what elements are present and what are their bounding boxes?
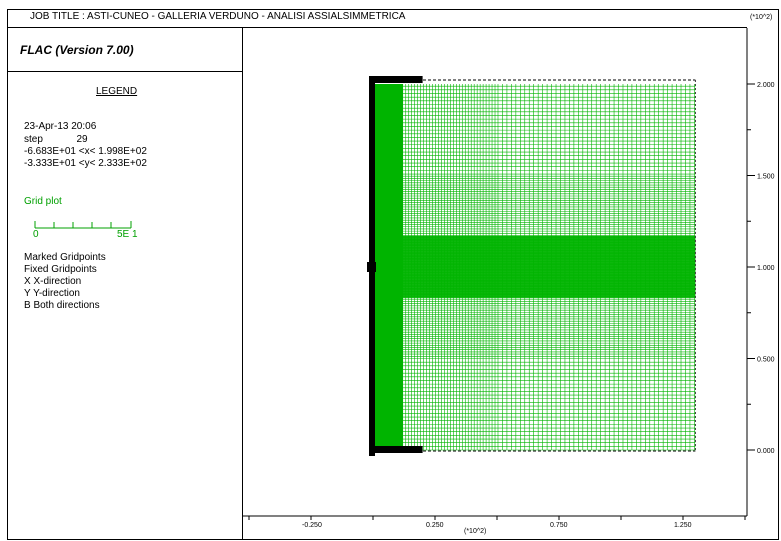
axis-marker	[367, 262, 376, 272]
dense-band	[373, 235, 696, 299]
y-tick-label: 1.000	[757, 265, 775, 272]
x-tick-label: 1.250	[674, 522, 692, 529]
title-bar	[7, 9, 747, 28]
legend-x-direction: X X-direction	[24, 276, 82, 287]
y-tick-label: 2.000	[757, 82, 775, 89]
legend-both-directions: B Both directions	[24, 300, 100, 311]
y-tick-label: 0.500	[757, 357, 775, 364]
y-axis: 2.000 1.500 1.000 0.500 0.000	[746, 28, 775, 516]
x-tick-label: 0.750	[550, 522, 568, 529]
legend-items: Marked Gridpoints Fixed Gridpoints X X-d…	[24, 252, 106, 312]
top-boundary	[373, 76, 423, 83]
legend-panel	[7, 28, 243, 540]
y-range: -3.333E+01 <y< 2.333E+02	[24, 158, 147, 169]
legend-fixed: Fixed Gridpoints	[24, 264, 97, 275]
flac-grid	[367, 76, 696, 456]
scale-end: 5E 1	[117, 229, 138, 240]
y-axis-exponent: (*10^2)	[750, 14, 773, 21]
x-tick-label: 0.250	[426, 522, 444, 529]
scale-bar	[34, 221, 132, 229]
x-axis-exponent: (*10^2)	[464, 528, 486, 535]
step-label: step	[24, 134, 43, 145]
dense-strip	[373, 84, 403, 450]
grid-plot-label: Grid plot	[24, 196, 62, 207]
x-range: -6.683E+01 <x< 1.998E+02	[24, 146, 147, 157]
plot-frame	[7, 9, 779, 540]
scale-start: 0	[33, 229, 39, 240]
bottom-boundary	[373, 446, 423, 453]
y-tick-label: 0.000	[757, 448, 775, 455]
y-tick-label: 1.500	[757, 174, 775, 181]
date-line: 23-Apr-13 20:06	[24, 121, 97, 132]
legend-y-direction: Y Y-direction	[24, 288, 80, 299]
x-tick-label: -0.250	[302, 522, 322, 529]
job-title: JOB TITLE : ASTI-CUNEO - GALLERIA VERDUN…	[30, 11, 406, 22]
legend-title: LEGEND	[96, 86, 138, 97]
step-value: 29	[76, 134, 88, 145]
program-title: FLAC (Version 7.00)	[20, 43, 134, 57]
legend-marked: Marked Gridpoints	[24, 252, 106, 263]
program-box	[7, 28, 243, 72]
step-line: step 29	[24, 134, 88, 146]
